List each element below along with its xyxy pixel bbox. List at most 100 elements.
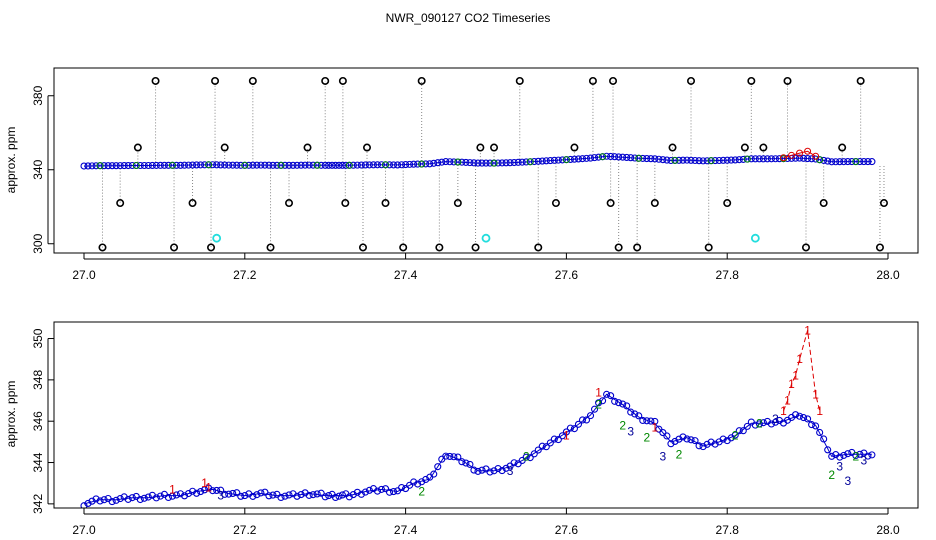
main-series-point <box>414 480 422 488</box>
main-series-point <box>566 424 574 432</box>
main-series-point <box>735 156 743 164</box>
main-series-point <box>265 492 273 500</box>
main-series-point <box>824 446 832 454</box>
main-series-point <box>486 159 494 167</box>
main-series-point <box>193 161 201 169</box>
flag-marker: 1 <box>812 387 819 401</box>
main-series-point <box>514 158 522 166</box>
main-series-point <box>538 442 546 450</box>
main-series-point <box>297 161 305 169</box>
main-series-point <box>506 159 514 167</box>
main-series-point <box>269 161 277 169</box>
spike-point <box>801 243 810 252</box>
main-series-point <box>699 157 707 165</box>
top-x-tick-label: 27.0 <box>72 268 96 282</box>
main-series-point <box>639 416 647 425</box>
main-series-point <box>172 161 181 169</box>
main-series-point <box>820 156 828 164</box>
main-series-point <box>743 422 751 430</box>
main-series-point <box>136 495 144 504</box>
spike-point <box>285 199 294 208</box>
ref-series-point <box>313 161 321 169</box>
main-series-point <box>603 390 611 398</box>
alt-marker: 3 <box>660 449 667 463</box>
main-series-point <box>116 162 124 170</box>
main-series-point <box>586 154 595 162</box>
main-series-point <box>152 494 160 502</box>
alt-marker: 3 <box>217 489 224 503</box>
main-series-point <box>595 153 603 161</box>
main-series-point <box>124 495 132 503</box>
main-series-point <box>566 155 574 163</box>
bottom-y-tick-label: 350 <box>31 328 45 348</box>
top-y-tick-label: 300 <box>31 233 45 253</box>
main-series-point <box>739 427 747 435</box>
main-series-point <box>434 463 442 471</box>
ref-series-point <box>168 161 176 169</box>
main-series-point <box>128 494 136 502</box>
main-series-point <box>381 485 390 493</box>
ref-marker: 2 <box>595 398 602 412</box>
main-series-point <box>92 162 100 170</box>
spike-point <box>303 143 312 152</box>
main-series-point <box>611 153 619 161</box>
main-series-point <box>486 468 494 476</box>
main-series-point <box>100 162 108 170</box>
main-series-point <box>369 161 377 169</box>
main-series-point <box>309 161 317 169</box>
main-series-point <box>655 155 663 163</box>
main-series-point <box>546 157 554 165</box>
spike-point <box>381 199 390 208</box>
spike-point <box>266 243 275 252</box>
main-series-point <box>225 490 233 498</box>
main-series-point <box>775 155 784 163</box>
main-series-point <box>446 158 454 166</box>
main-series-point <box>116 495 124 503</box>
bottom-y-axis: 342 344 346 348 350 <box>31 328 54 514</box>
main-series-point <box>844 450 852 458</box>
main-series-point <box>84 162 92 170</box>
top-marks-layer <box>80 76 888 252</box>
main-series-point <box>144 493 152 501</box>
main-series-point <box>180 492 189 500</box>
spike-point <box>338 76 347 85</box>
spike-point <box>358 243 367 252</box>
main-series-point <box>683 156 691 164</box>
main-series-point <box>338 491 346 499</box>
main-series-point <box>466 460 474 468</box>
bottom-y-axis-label: approx. ppm <box>4 381 18 448</box>
main-series-point <box>498 467 506 475</box>
main-series-point <box>554 436 562 444</box>
main-series-point <box>550 156 558 164</box>
spike-point <box>879 199 888 208</box>
spike-point <box>783 76 792 85</box>
main-series-point <box>80 502 88 508</box>
main-series-point <box>828 452 836 460</box>
bottom-y-tick-label: 344 <box>31 452 45 472</box>
main-series-point <box>221 490 229 498</box>
main-series-point <box>257 489 265 497</box>
main-series-point <box>550 435 558 443</box>
main-series-point <box>703 440 711 448</box>
main-series-point <box>297 491 305 499</box>
main-series-point <box>201 486 209 494</box>
main-series-point <box>470 159 478 167</box>
main-series-point <box>759 419 767 427</box>
main-series-point <box>731 156 739 164</box>
main-series-point <box>856 158 864 166</box>
main-series-point <box>627 154 635 162</box>
main-series-point <box>816 428 824 437</box>
flag-marker: 1 <box>792 369 799 383</box>
main-series-point <box>848 158 856 166</box>
main-series-point <box>663 432 671 440</box>
main-series-point <box>570 155 578 163</box>
main-series-point <box>590 154 599 162</box>
spike-point <box>341 199 350 208</box>
main-series-point <box>353 488 361 496</box>
main-series-point <box>619 153 627 161</box>
main-series-point <box>474 159 482 167</box>
main-series-point <box>699 443 707 451</box>
ref-marker: 2 <box>418 484 425 498</box>
main-series-point <box>812 422 820 430</box>
main-series-point <box>112 162 120 170</box>
